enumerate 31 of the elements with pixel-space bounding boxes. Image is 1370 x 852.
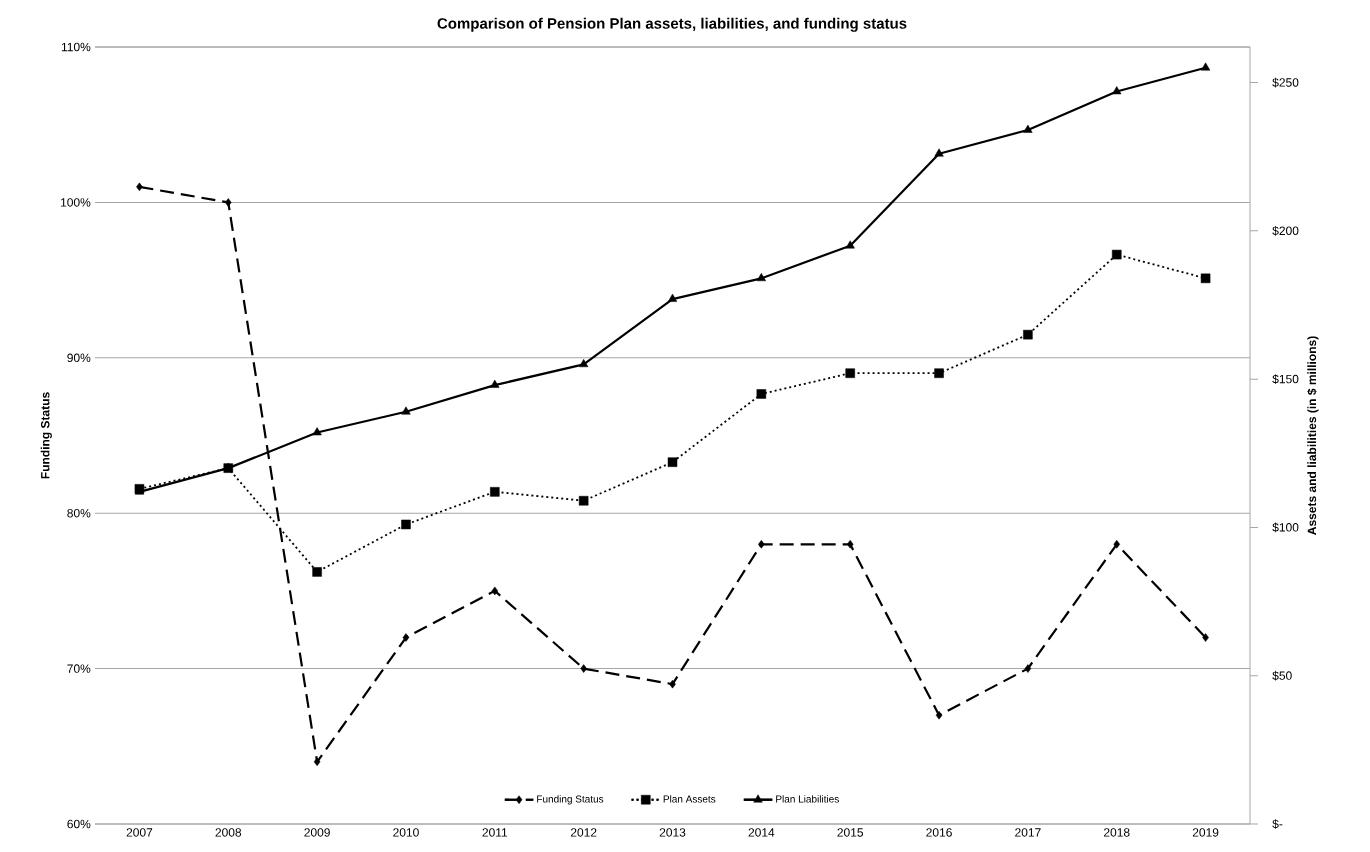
y-tick-label: 70% (67, 664, 91, 673)
x-tick-label: 2014 (748, 828, 775, 837)
chart-title: Comparison of Pension Plan assets, liabilities, and funding status (437, 17, 907, 32)
x-tick-label: 2009 (304, 828, 330, 837)
y2-tick-label: $- (1272, 819, 1283, 829)
x-tick-label: 2018 (1103, 828, 1130, 837)
x-tick-label: 2019 (1192, 828, 1219, 837)
y2-tick-label: $50 (1272, 670, 1292, 681)
y-tick-label: 80% (67, 508, 91, 518)
y-axis-title: Funding Status (40, 392, 52, 479)
legend-label: Plan Assets (663, 795, 716, 803)
y2-tick-label: $200 (1272, 226, 1299, 236)
x-tick-label: 2007 (126, 828, 153, 837)
x-tick-label: 2011 (482, 828, 508, 837)
x-tick-label: 2017 (1015, 828, 1041, 837)
y-tick-label: 110% (61, 42, 91, 52)
y-tick-label: 60% (67, 819, 91, 829)
y2-tick-label: $250 (1272, 77, 1299, 88)
y2-tick-label: $100 (1272, 522, 1299, 533)
x-tick-label: 2008 (215, 828, 242, 837)
y2-tick-label: $150 (1272, 374, 1299, 385)
y-tick-label: 90% (67, 353, 91, 363)
legend-label: Plan Liabilities (776, 795, 839, 803)
y-tick-label: 100% (61, 198, 91, 207)
x-tick-label: 2010 (393, 828, 419, 837)
x-tick-label: 2013 (659, 828, 686, 837)
y2-axis-title: Assets and liabilities (in $ millions) (1307, 336, 1319, 535)
x-tick-label: 2016 (926, 828, 952, 837)
legend-label: Funding Status (537, 795, 604, 805)
x-tick-label: 2012 (570, 828, 597, 837)
x-tick-label: 2015 (837, 828, 864, 837)
